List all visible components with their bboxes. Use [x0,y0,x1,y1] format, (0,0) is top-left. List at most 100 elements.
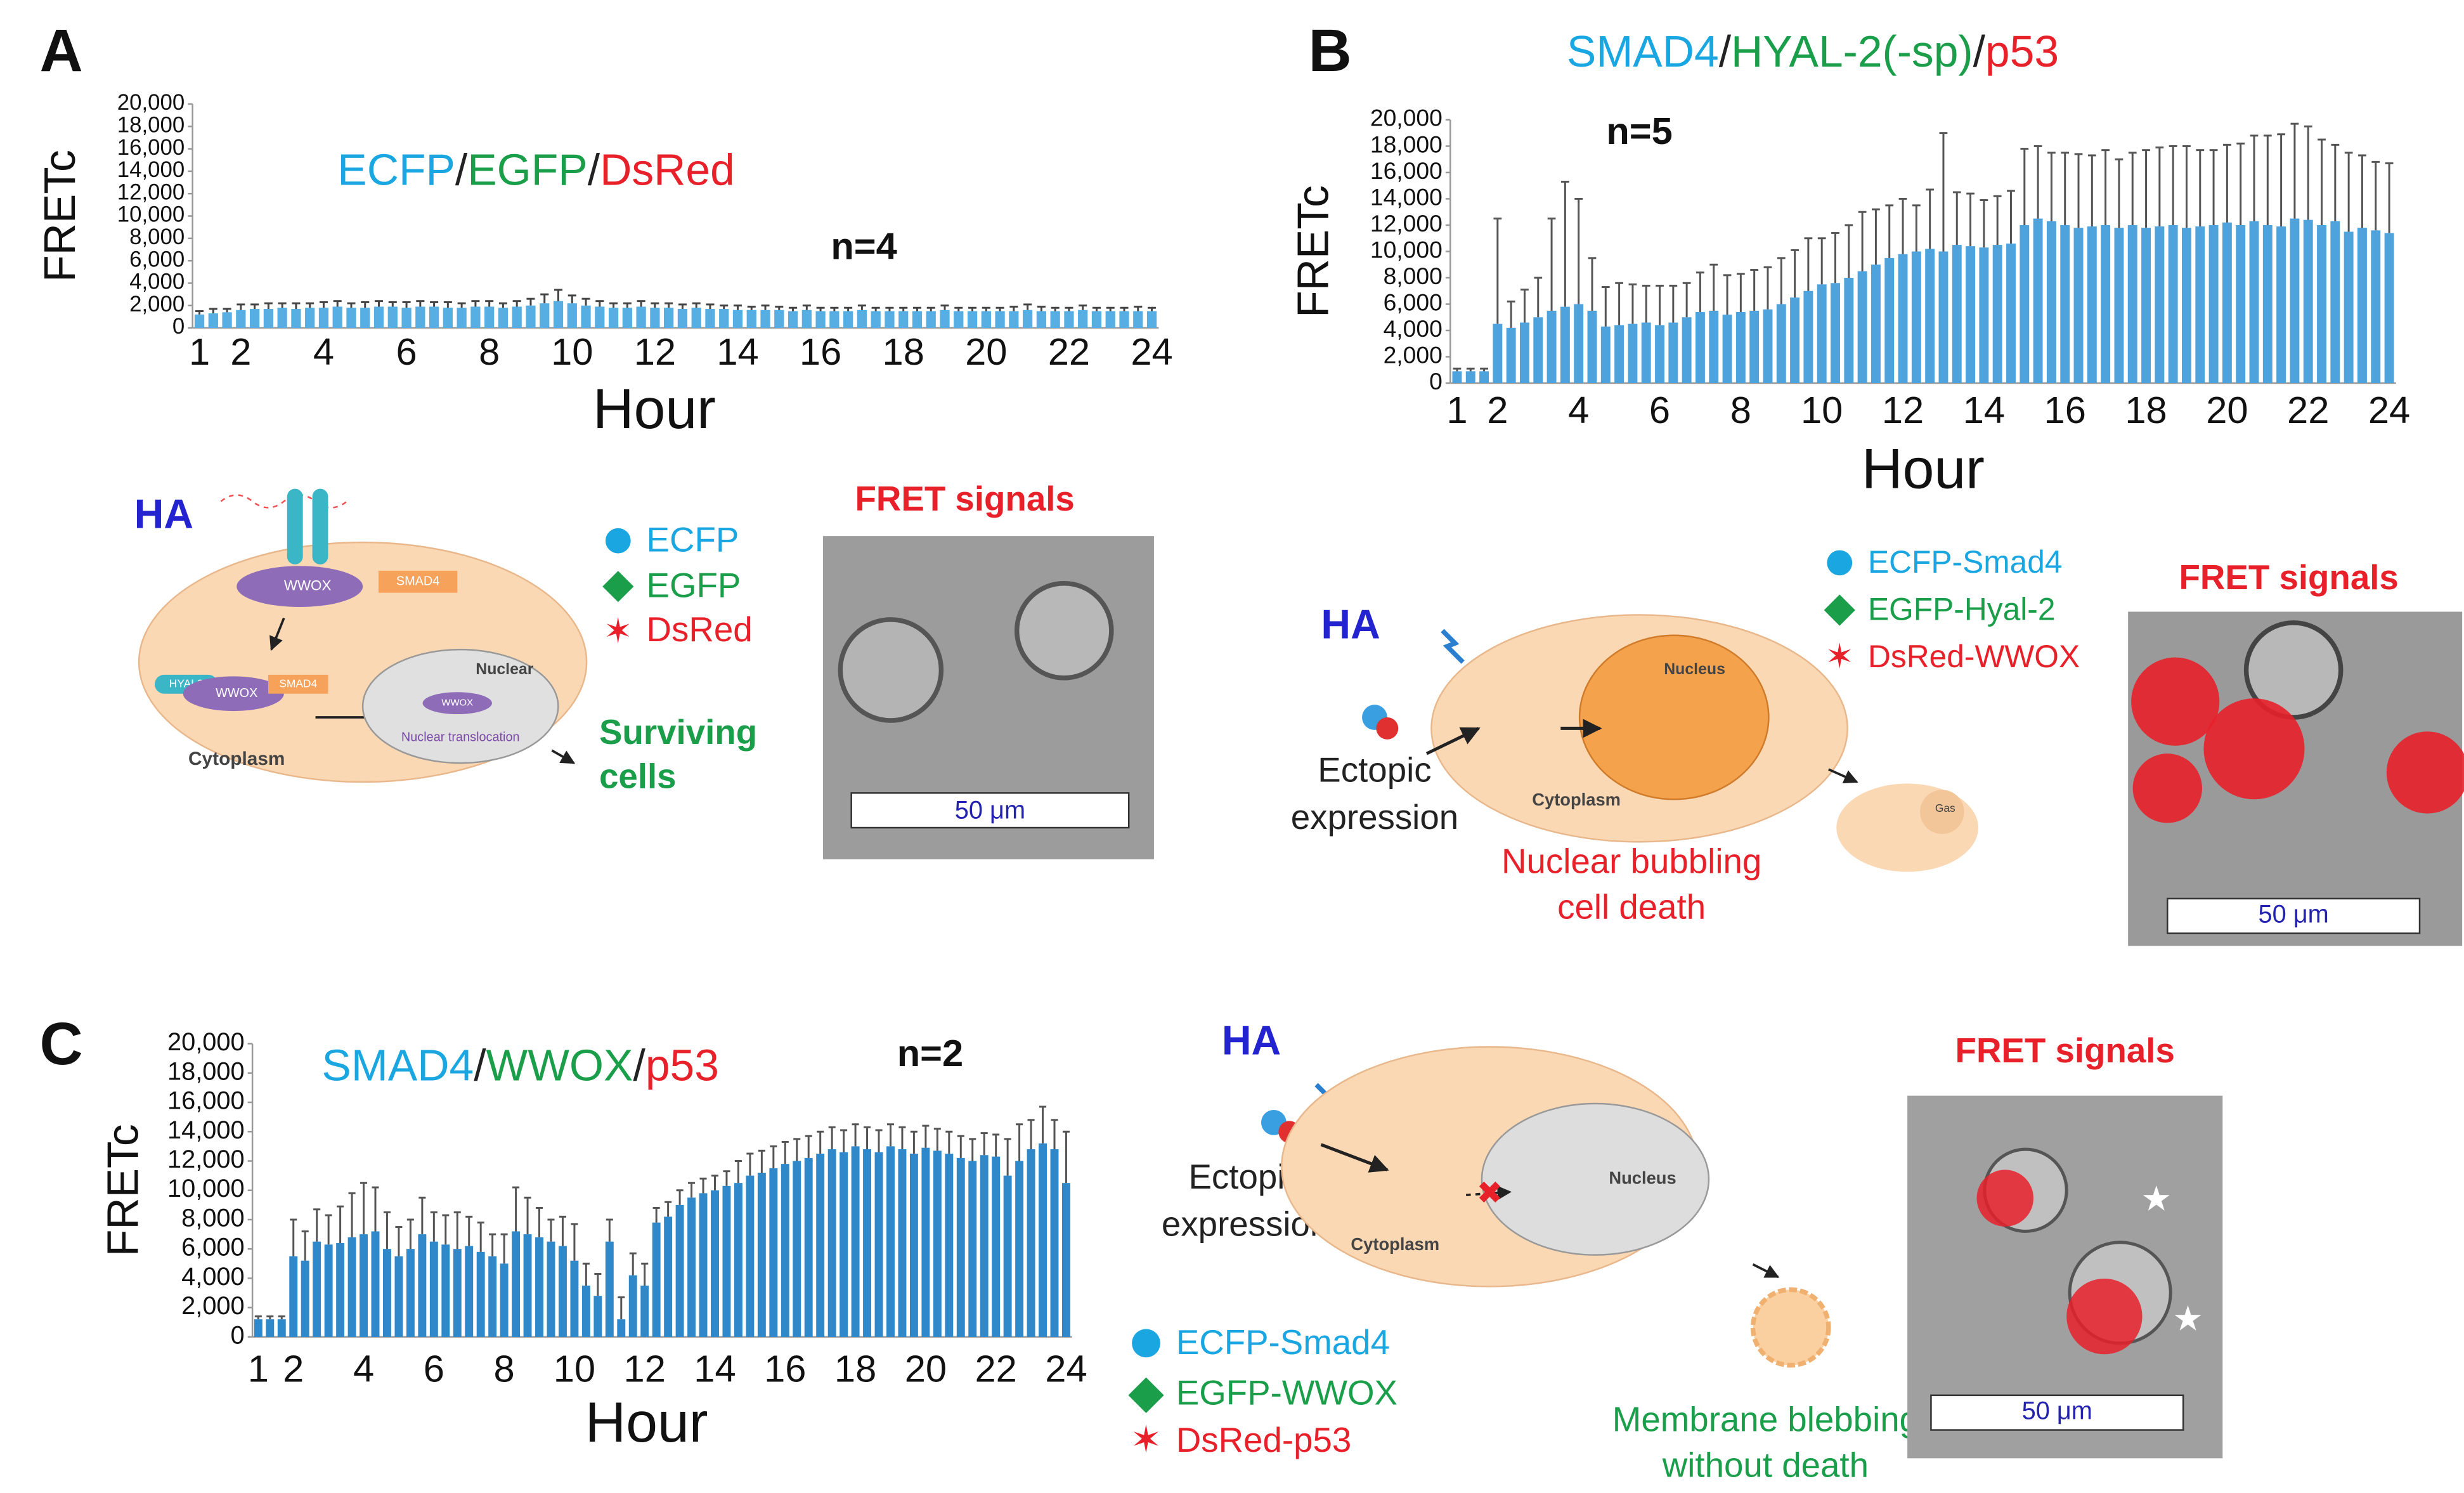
y-axis-label: FRETc [35,150,84,282]
y-tick-label: 16,000 [1370,157,1443,184]
bar [581,1286,590,1337]
bar [2087,226,2097,384]
title-part: WWOX [486,1041,633,1090]
smad4-label: SMAD4 [279,677,317,689]
bar [2006,244,2016,384]
bar [526,305,536,329]
bar [995,311,1005,329]
bar [2127,225,2137,384]
nucleus [1481,1102,1710,1256]
bar [336,1242,345,1337]
outcome-label: Membrane blebbing [1612,1400,1919,1439]
bar [441,1244,450,1337]
bar [208,313,218,329]
y-tick-label: 20,000 [117,90,185,115]
receptor [312,488,328,564]
outcome-label: Surviving [599,712,757,752]
bar [605,1241,614,1337]
bar [746,310,756,329]
y-axis-label: FRETc [98,1124,148,1256]
bar [484,306,495,329]
bar [2182,228,2191,384]
bar [857,310,867,329]
nucleus [1578,634,1770,800]
x-tick-label: 20 [905,1347,947,1390]
bar [465,1246,474,1337]
blebbing-cell [1750,1287,1831,1368]
legend-marker: ✶ [1131,1418,1162,1461]
y-tick-label: 8,000 [181,1204,245,1232]
bar [1695,311,1705,384]
receptor [287,488,303,564]
bar [909,1153,918,1337]
annotation: n=5 [1606,110,1672,152]
translocation-label: Nuclear translocation [401,731,520,745]
bar [547,1241,555,1337]
title-part: EGFP [467,145,587,195]
bar [2357,228,2367,384]
y-tick-label: 0 [172,314,185,339]
x-tick-label: 10 [554,1347,595,1390]
bar [1105,311,1115,329]
fret-title: FRET signals [2179,557,2399,597]
title-part: / [1973,27,1986,76]
star-marker: ★ [2172,1298,2203,1338]
bar [622,308,632,329]
legend-marker [1827,550,1853,576]
bar [1574,304,1584,384]
x-tick-label: 6 [396,330,417,373]
legend-label: EGFP-WWOX [1176,1372,1397,1412]
y-tick-label: 6,000 [181,1234,245,1262]
arrow [551,749,576,764]
bar [1091,311,1102,329]
y-tick-label: 20,000 [1370,105,1443,131]
y-tick-label: 8,000 [129,225,185,249]
bar [387,306,398,329]
bar [470,306,481,329]
bar [829,311,840,329]
bar [722,1185,731,1337]
y-tick-label: 18,000 [1370,131,1443,157]
wwox-label: WWOX [216,686,257,700]
bar [1479,371,1489,384]
bar [1533,317,1543,384]
protein-icon [1376,717,1399,740]
title-part: / [455,145,468,195]
annotation: n=2 [897,1032,963,1074]
y-tick-label: 0 [231,1321,245,1349]
bar [194,314,205,329]
diagram-b: HA Ectopic expression Nucleus Cytoplasm … [1291,544,2464,946]
gas-label: Gas [1935,802,1955,814]
cytoplasm-label: Cytoplasm [1351,1234,1439,1254]
title-part: p53 [1985,27,2059,76]
bar [1925,249,1935,384]
wwox-protein [237,566,363,608]
bar [1027,1149,1035,1337]
bar [732,310,743,329]
bar [691,308,701,329]
bar [2046,221,2056,384]
x-tick-label: 12 [634,330,676,373]
title-part: SMAD4 [1567,27,1719,76]
bar [1898,254,1908,384]
x-axis-label: Hour [585,1390,708,1454]
x-tick-label: 1 [189,330,210,373]
fret-signal [2203,698,2305,800]
bar [933,1151,942,1337]
bar [804,1157,813,1337]
bar [1668,322,1678,384]
bar [945,1153,954,1337]
cytoplasm-label: Cytoplasm [188,748,285,769]
nucleus-label: Nucleus [1664,661,1725,678]
x-tick-label: 18 [834,1347,876,1390]
bar [1871,264,1881,384]
bar [488,1256,497,1337]
y-tick-label: 4,000 [1384,315,1443,342]
bar [2262,225,2273,384]
x-tick-label: 12 [1882,389,1924,431]
bar [394,1256,403,1337]
x-tick-label: 10 [1801,389,1843,431]
bar [360,1234,368,1337]
bar [956,1157,965,1337]
bar [1452,371,1462,384]
